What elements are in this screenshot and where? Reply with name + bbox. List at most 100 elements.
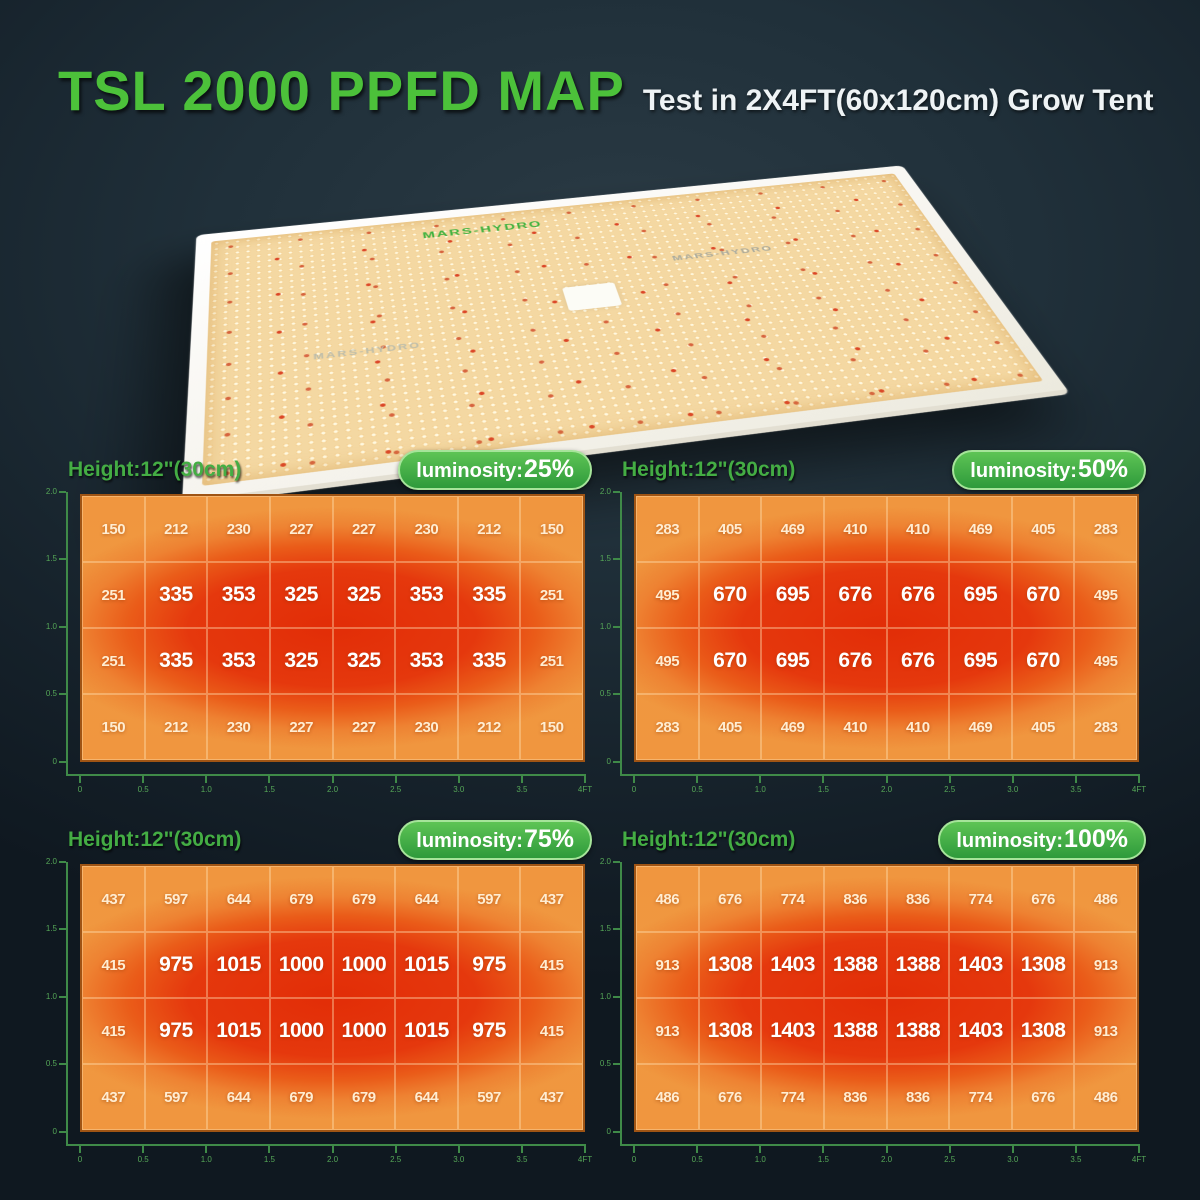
x-axis-tick	[205, 1144, 208, 1153]
chart-panel-50: Height:12"(30cm) luminosity:50% 283 405 46…	[594, 448, 1150, 800]
x-axis-tick-label: 4FT	[1131, 785, 1147, 794]
ppfd-cell: 695	[949, 562, 1012, 628]
x-axis-tick-label: 0	[77, 1155, 83, 1164]
ppfd-cell: 437	[520, 1064, 583, 1130]
ppfd-heatmap-75: 437 597 644 679 679 644 597 437 415 975 1015 1000 10…	[80, 864, 585, 1132]
ppfd-cell: 405	[1011, 496, 1075, 562]
x-axis-tick	[520, 1144, 523, 1153]
ppfd-cell: 251	[82, 628, 145, 694]
x-axis-tick-label: 1.0	[754, 1155, 766, 1164]
y-axis-tick	[613, 1063, 620, 1066]
height-label: Height:12"(30cm)	[68, 828, 242, 851]
y-axis-tick	[59, 1130, 66, 1133]
ppfd-cell: 212	[457, 694, 521, 760]
ppfd-cell: 353	[395, 628, 458, 694]
ppfd-cell: 437	[520, 866, 583, 932]
ppfd-cell: 251	[520, 562, 583, 628]
ppfd-cell: 230	[395, 694, 458, 760]
x-axis-tick-label: 2.0	[880, 785, 893, 794]
ppfd-cell: 486	[636, 866, 699, 932]
y-axis-tick-label: 0	[52, 1126, 57, 1136]
y-axis: 2.0 1.5 1.0 0.5 0	[600, 487, 622, 776]
ppfd-cell: 486	[636, 1064, 699, 1130]
ppfd-cell: 597	[144, 1064, 208, 1130]
ppfd-cell: 495	[1074, 628, 1137, 694]
ppfd-cell: 597	[144, 866, 208, 932]
x-axis-tick	[584, 774, 586, 783]
ppfd-cell: 251	[520, 628, 583, 694]
page-subtitle: Test in 2X4FT(60x120cm) Grow Tent	[642, 84, 1154, 117]
x-axis-tick-label: 2.0	[326, 1155, 339, 1164]
ppfd-cell: 676	[698, 866, 762, 932]
ppfd-cell: 410	[886, 694, 950, 760]
x-axis-tick	[885, 1144, 888, 1153]
x-axis-tick-label: 0	[77, 785, 83, 794]
ppfd-cell: 335	[457, 628, 521, 694]
ppfd-cell: 410	[886, 496, 950, 562]
ppfd-cell: 836	[823, 1064, 887, 1130]
x-axis-tick-label: 2.5	[944, 1155, 956, 1164]
ppfd-cell: 1000	[332, 998, 396, 1064]
ppfd-cell: 670	[698, 562, 762, 628]
x-axis-tick-label: 0.5	[137, 1155, 149, 1164]
x-axis-tick-label: 4FT	[577, 785, 593, 794]
ppfd-cell: 227	[269, 496, 333, 562]
ppfd-cell: 212	[144, 496, 208, 562]
ppfd-cell: 1015	[207, 932, 270, 998]
x-axis-tick-label: 3.5	[516, 1155, 528, 1164]
ppfd-cell: 486	[1074, 866, 1137, 932]
header: TSL 2000 PPFD MAP Test in 2X4FT(60x120cm…	[58, 58, 1170, 123]
x-axis-tick	[633, 1144, 635, 1153]
x-axis-tick	[142, 1144, 145, 1153]
luminosity-label: luminosity:	[416, 460, 523, 482]
x-axis-tick-label: 1.5	[817, 785, 829, 794]
ppfd-cell: 405	[1011, 694, 1075, 760]
y-axis-tick-label: 2.0	[45, 487, 57, 496]
x-axis-tick	[822, 1144, 825, 1153]
ppfd-cell: 251	[82, 562, 145, 628]
x-axis: 0 0.5 1.0 1.5 2.0 2.5 3.0 3.5 4FT	[66, 1144, 592, 1164]
ppfd-cell: 597	[457, 1064, 521, 1130]
luminosity-label: luminosity:	[970, 460, 1077, 482]
ppfd-cell: 644	[207, 866, 270, 932]
ppfd-cell: 495	[636, 628, 699, 694]
x-axis-tick	[1138, 774, 1140, 783]
y-axis-tick-label: 1.5	[599, 554, 611, 564]
y-axis-tick-label: 0	[52, 756, 57, 766]
x-axis-tick	[885, 774, 888, 783]
ppfd-cell: 150	[82, 694, 145, 760]
y-axis-tick	[613, 928, 620, 931]
ppfd-cell: 774	[949, 1064, 1012, 1130]
ppfd-cell: 150	[82, 496, 145, 562]
ppfd-cell: 353	[395, 562, 458, 628]
x-axis-tick-label: 1.0	[754, 785, 766, 794]
x-axis-tick-label: 3.5	[1070, 785, 1082, 794]
x-axis-tick-label: 3.0	[453, 785, 465, 794]
luminosity-value: 50%	[1077, 455, 1128, 483]
ppfd-cell: 410	[823, 496, 887, 562]
ppfd-cell: 283	[636, 496, 699, 562]
ppfd-cell: 335	[144, 562, 208, 628]
y-axis-tick	[613, 995, 620, 998]
ppfd-cell: 774	[761, 1064, 824, 1130]
y-axis-tick	[613, 558, 620, 561]
x-axis-tick-label: 1.5	[817, 1155, 829, 1164]
ppfd-cell: 679	[269, 866, 333, 932]
y-axis-tick-label: 2.0	[45, 857, 57, 866]
ppfd-cell: 679	[332, 1064, 396, 1130]
luminosity-badge: luminosity:100%	[938, 820, 1146, 860]
x-axis-tick	[457, 774, 460, 783]
luminosity-label: luminosity:	[956, 830, 1064, 852]
ppfd-cell: 836	[886, 1064, 950, 1130]
height-label: Height:12"(30cm)	[622, 458, 796, 481]
ppfd-cell: 676	[1011, 866, 1075, 932]
ppfd-cell: 1015	[395, 998, 458, 1064]
ppfd-cell: 410	[823, 694, 887, 760]
ppfd-cell: 836	[823, 866, 887, 932]
ppfd-cell: 325	[332, 628, 396, 694]
lamp-label-patch	[562, 282, 623, 312]
x-axis-tick	[1138, 1144, 1140, 1153]
ppfd-cell: 1015	[395, 932, 458, 998]
ppfd-cell: 1403	[949, 932, 1012, 998]
x-axis-tick-label: 1.5	[263, 1155, 275, 1164]
